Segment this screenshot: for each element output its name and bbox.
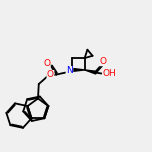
Text: O: O [47, 70, 54, 79]
Text: N: N [66, 66, 73, 76]
Polygon shape [85, 70, 96, 74]
Text: OH: OH [102, 69, 116, 78]
Text: O: O [99, 57, 106, 66]
Text: O: O [43, 59, 50, 68]
Polygon shape [72, 68, 85, 71]
